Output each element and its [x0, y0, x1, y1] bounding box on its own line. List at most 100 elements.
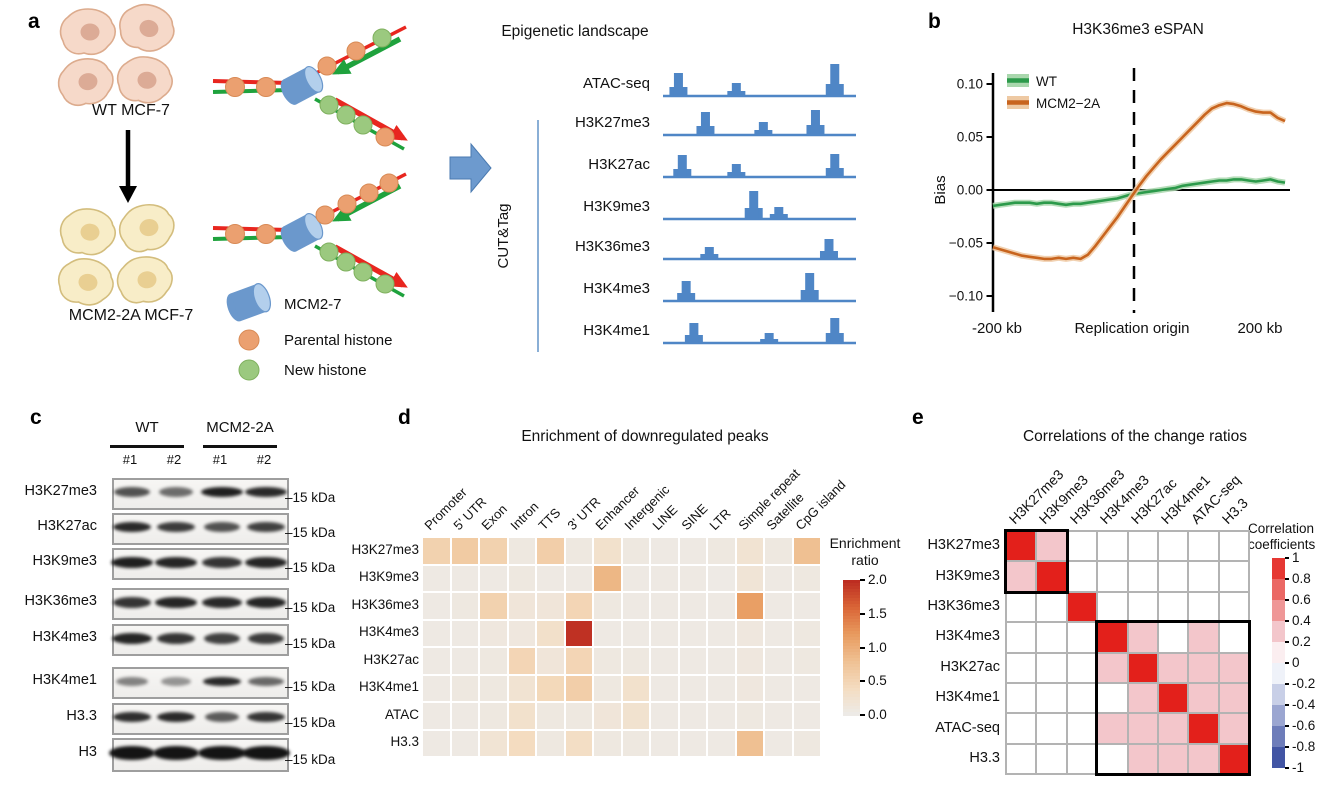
colorbar-d-title-line1: Enrichment	[829, 535, 901, 551]
heatmap-row-label: ATAC	[384, 706, 419, 722]
track-label: H3K27ac	[588, 156, 650, 173]
correlation-cell	[1037, 744, 1066, 774]
heatmap-cell	[565, 565, 592, 591]
series-line-WT	[992, 178, 1286, 208]
histone-new	[353, 262, 373, 282]
colorbar-strip	[843, 676, 860, 680]
colorbar-strip	[843, 694, 860, 698]
colorbar-tick	[860, 714, 865, 716]
histone-parental	[238, 329, 260, 351]
blot-band	[113, 712, 151, 722]
histone-parental	[346, 41, 366, 61]
y-axis-label: Bias	[932, 175, 949, 204]
colorbar-tick	[860, 612, 865, 615]
legend-mcm-label: MCM2-7	[284, 296, 342, 313]
heatmap-cell	[736, 703, 763, 729]
leading-strand-arrow	[332, 36, 402, 75]
molecular-weight-label: –15 kDa	[285, 752, 336, 767]
heatmap-cell	[793, 593, 820, 619]
correlation-cell	[1189, 714, 1218, 743]
heatmap-cell	[565, 703, 592, 729]
blot-image	[112, 703, 289, 735]
heatmap-cell	[622, 620, 649, 646]
colorbar-tick-label: 0.2	[1292, 634, 1311, 649]
blot-band	[157, 632, 195, 644]
colorbar-strip	[843, 616, 860, 620]
heatmap-cell	[708, 703, 735, 729]
cell-nucleus	[139, 19, 159, 38]
colorbar-strip	[843, 685, 860, 689]
heatmap-cell	[765, 703, 792, 729]
parent-strand-green	[212, 235, 291, 241]
colorbar-band	[1272, 684, 1285, 705]
colorbar-tick	[1285, 746, 1289, 748]
correlation-cell	[1067, 532, 1097, 561]
molecular-weight-label: –15 kDa	[285, 490, 336, 505]
colorbar-tick	[1285, 557, 1289, 559]
colorbar-strip	[843, 643, 860, 647]
track-label: H3K36me3	[575, 238, 650, 255]
correlation-cell	[1037, 623, 1066, 652]
colorbar-strip	[843, 592, 860, 596]
blot-band	[247, 712, 285, 722]
heatmap-cell	[622, 730, 649, 756]
histone-new	[372, 28, 392, 48]
correlation-cell	[1159, 744, 1188, 774]
molecular-weight-label: –15 kDa	[285, 715, 336, 730]
heatmap-cell	[451, 565, 478, 591]
heatmap-cell	[651, 620, 678, 646]
heatmap-cell	[765, 620, 792, 646]
track-peak	[731, 164, 741, 177]
colorbar-strip	[843, 703, 860, 707]
track-peak	[749, 191, 759, 219]
heatmap-cell	[622, 648, 649, 674]
colorbar-strip	[843, 658, 860, 662]
heatmap-cell	[508, 730, 535, 756]
colorbar-strip	[843, 580, 860, 584]
colorbar-e-title-line1: Correlation	[1248, 521, 1315, 536]
cell	[119, 3, 175, 52]
heatmap-cell	[480, 730, 507, 756]
heatmap-cell	[622, 675, 649, 701]
colorbar-strip	[843, 589, 860, 593]
heatmap-cell	[594, 675, 621, 701]
heatmap-cell	[594, 538, 621, 564]
correlation-row-label: H3K27me3	[927, 537, 1000, 554]
heatmap-cell	[480, 703, 507, 729]
colorbar-strip	[843, 640, 860, 644]
blot-band	[242, 746, 290, 760]
histone-parental	[375, 127, 395, 147]
panel-d-label: d	[398, 406, 411, 429]
heatmap-cell	[736, 620, 763, 646]
blot-band	[155, 556, 197, 568]
blot-band	[155, 596, 197, 608]
colorbar-strip	[843, 691, 860, 695]
blot-band	[205, 712, 239, 722]
cell-nucleus	[137, 271, 157, 289]
correlation-cell	[1037, 532, 1066, 561]
x-label-origin: Replication origin	[1074, 320, 1189, 337]
molecular-weight-label: –15 kDa	[285, 525, 336, 540]
heatmap-cell	[679, 675, 706, 701]
track-peak	[681, 281, 691, 301]
blot-band	[114, 487, 150, 497]
colorbar-strip	[843, 682, 860, 686]
colorbar-tick-label: -0.2	[1292, 676, 1316, 691]
heatmap-cell	[537, 593, 564, 619]
colorbar-tick-label: 2.0	[868, 572, 887, 587]
colorbar-strip	[843, 664, 860, 668]
heatmap-cell	[594, 648, 621, 674]
y-tick-label: 0.00	[957, 183, 983, 198]
heatmap-cell	[423, 648, 450, 674]
blot-row-label: H3K9me3	[32, 553, 97, 569]
blot-image	[112, 588, 289, 620]
track-peak	[810, 110, 820, 135]
heatmap-cell	[480, 620, 507, 646]
heatmap-cell	[736, 648, 763, 674]
heatmap-cell	[423, 675, 450, 701]
colorbar-tick-label: 0.5	[868, 673, 887, 689]
colorbar-strip	[843, 607, 860, 611]
molecular-weight-label: –15 kDa	[285, 679, 336, 694]
correlation-cell	[1159, 623, 1188, 652]
track-peak	[700, 112, 710, 135]
